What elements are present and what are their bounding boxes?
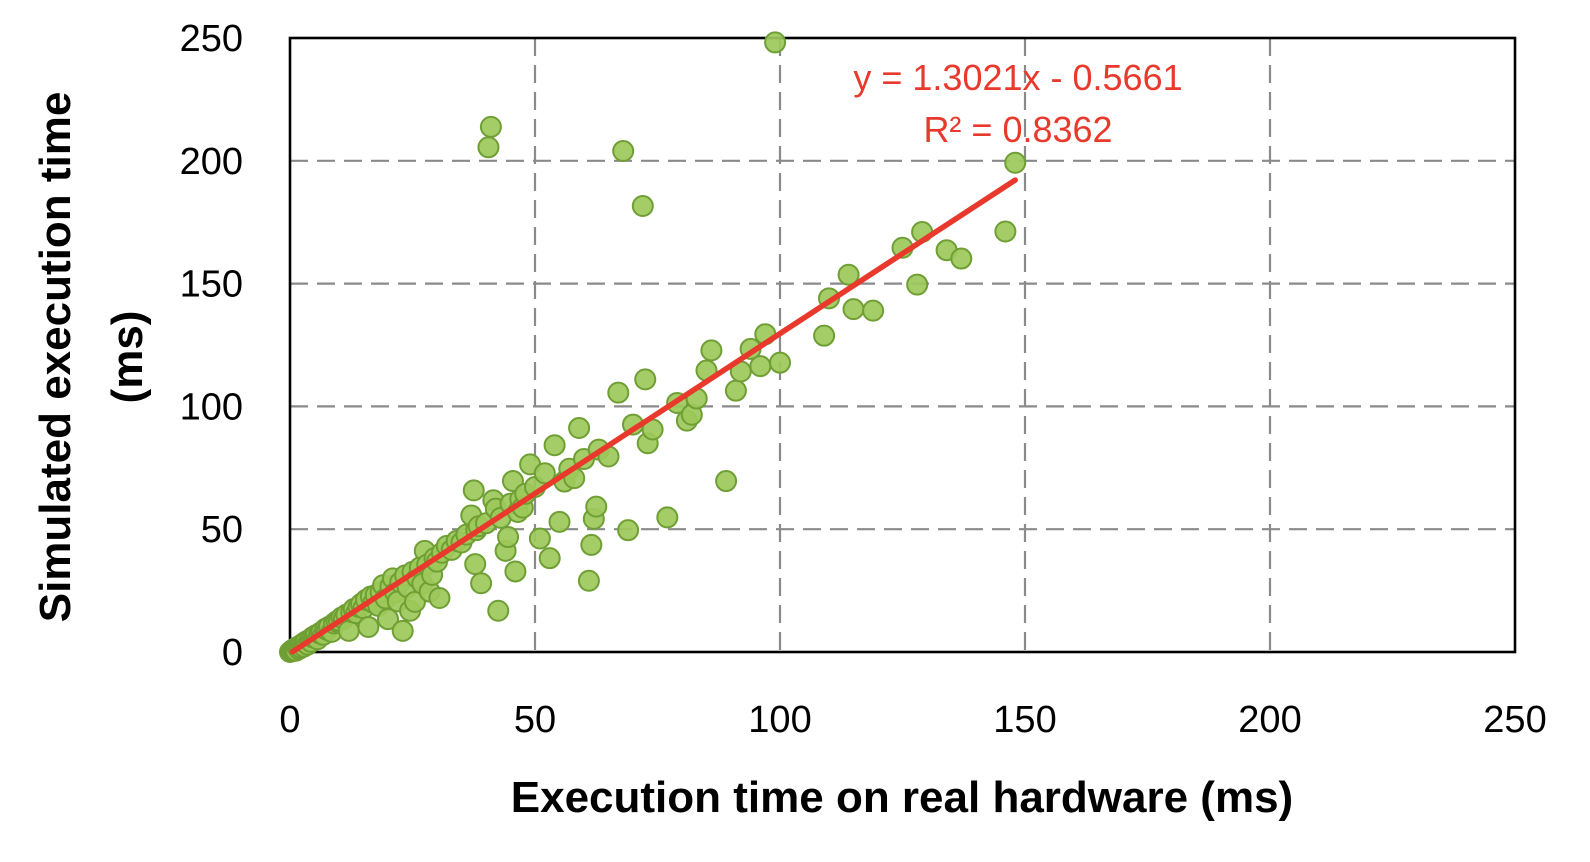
data-point <box>543 434 566 457</box>
y-axis-title: Simulated execution time (ms) <box>31 92 152 623</box>
data-point <box>477 136 500 159</box>
y-axis-title-line-2: (ms) <box>103 311 152 404</box>
x-tick-label: 100 <box>748 699 811 741</box>
data-point <box>464 553 487 576</box>
data-point <box>862 299 885 322</box>
data-point <box>479 115 502 138</box>
x-tick-label: 250 <box>1483 699 1546 741</box>
data-point <box>612 139 635 162</box>
y-tick-label: 100 <box>180 386 243 428</box>
data-point <box>357 615 380 638</box>
data-point <box>906 273 929 296</box>
data-point <box>617 519 640 542</box>
data-point <box>580 533 603 556</box>
data-point <box>470 572 493 595</box>
data-point <box>950 247 973 270</box>
data-point <box>769 351 791 374</box>
data-point <box>585 495 608 518</box>
data-point <box>568 417 591 440</box>
data-point <box>391 619 414 642</box>
data-point <box>631 194 654 217</box>
y-tick-label: 0 <box>222 632 243 674</box>
data-point <box>497 526 520 549</box>
data-point <box>428 586 451 609</box>
data-point <box>813 324 836 347</box>
x-tick-label: 150 <box>993 699 1056 741</box>
data-point <box>842 298 865 321</box>
x-tick-label: 0 <box>279 699 300 741</box>
x-tick-labels: 0 50 100 150 200 250 <box>279 699 1546 741</box>
data-point <box>607 381 630 404</box>
data-point <box>504 560 527 583</box>
y-tick-label: 50 <box>201 509 243 551</box>
x-axis-title: Execution time on real hardware (ms) <box>511 773 1293 822</box>
y-tick-labels: 0 50 100 150 200 250 <box>180 18 243 674</box>
plot-frame <box>288 36 1517 654</box>
data-point <box>462 479 485 502</box>
data-point <box>724 379 747 402</box>
y-tick-label: 250 <box>180 18 243 60</box>
trendline-r-squared: R² = 0.8362 <box>923 109 1112 150</box>
data-points <box>279 31 1027 663</box>
data-point <box>1004 151 1027 174</box>
x-tick-label: 50 <box>514 699 556 741</box>
data-point <box>533 462 556 485</box>
x-tick-label: 200 <box>1238 699 1301 741</box>
data-point <box>548 510 571 533</box>
data-point <box>528 527 551 550</box>
data-point <box>577 569 600 592</box>
data-point <box>656 506 679 529</box>
data-point <box>837 263 860 286</box>
y-tick-label: 150 <box>180 264 243 306</box>
y-tick-label: 200 <box>180 141 243 183</box>
data-point <box>538 547 561 570</box>
data-point <box>634 368 657 391</box>
data-point <box>749 355 772 378</box>
data-point <box>700 339 723 362</box>
y-axis-title-line-1: Simulated execution time <box>31 92 80 623</box>
data-point <box>487 599 510 622</box>
data-point <box>377 608 399 631</box>
data-point <box>994 220 1017 243</box>
data-point <box>715 470 738 493</box>
trendline-equation: y = 1.3021x - 0.5661 <box>853 57 1182 98</box>
data-point <box>764 31 787 54</box>
trendline <box>289 177 1018 655</box>
